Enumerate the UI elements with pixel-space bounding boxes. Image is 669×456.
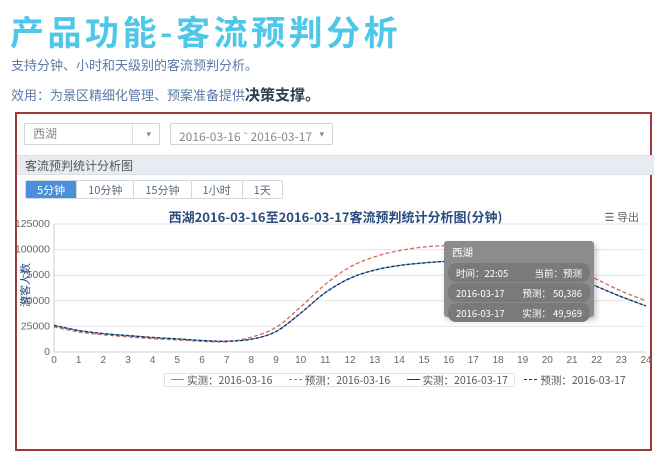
svg-text:7: 7 — [224, 355, 230, 366]
svg-text:5: 5 — [175, 355, 181, 366]
svg-text:14: 14 — [394, 355, 406, 366]
svg-text:1: 1 — [76, 355, 82, 366]
svg-text:16: 16 — [443, 355, 455, 366]
svg-text:8: 8 — [249, 355, 255, 366]
svg-text:19: 19 — [517, 355, 529, 366]
svg-text:9: 9 — [273, 355, 279, 366]
svg-text:22: 22 — [591, 355, 603, 366]
svg-text:0: 0 — [51, 355, 57, 366]
svg-text:125000: 125000 — [17, 218, 50, 230]
svg-text:18: 18 — [492, 355, 504, 366]
svg-text:2: 2 — [101, 355, 107, 366]
svg-text:24: 24 — [640, 355, 652, 366]
svg-text:25000: 25000 — [21, 320, 50, 332]
svg-text:6: 6 — [199, 355, 205, 366]
svg-text:13: 13 — [369, 355, 381, 366]
svg-text:10: 10 — [295, 355, 307, 366]
svg-text:3: 3 — [125, 355, 131, 366]
svg-text:12: 12 — [344, 355, 356, 366]
svg-text:23: 23 — [616, 355, 628, 366]
svg-text:20: 20 — [542, 355, 554, 366]
svg-text:11: 11 — [320, 355, 331, 366]
svg-text:4: 4 — [150, 355, 156, 366]
svg-text:0: 0 — [44, 346, 50, 358]
svg-text:21: 21 — [566, 355, 578, 366]
svg-text:15: 15 — [418, 355, 430, 366]
svg-text:游客人数: 游客人数 — [17, 263, 33, 307]
svg-text:17: 17 — [468, 355, 480, 366]
svg-text:100000: 100000 — [17, 244, 50, 256]
